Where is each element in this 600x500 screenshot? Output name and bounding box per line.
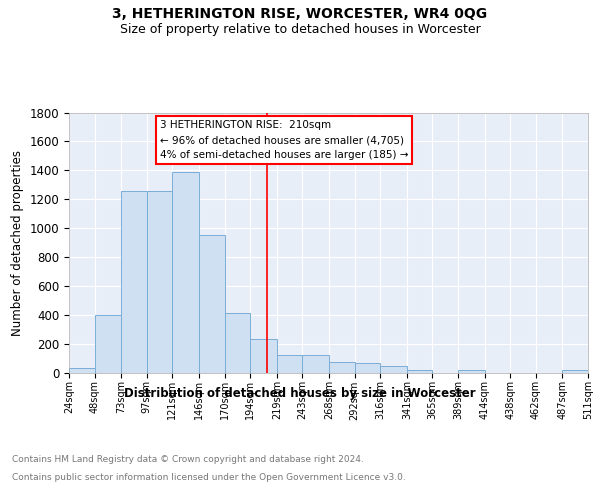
Text: Contains HM Land Registry data © Crown copyright and database right 2024.: Contains HM Land Registry data © Crown c…	[12, 455, 364, 464]
Bar	[458, 370, 485, 372]
Bar	[407, 370, 433, 372]
Bar	[69, 368, 95, 372]
Bar	[355, 363, 380, 372]
Text: Distribution of detached houses by size in Worcester: Distribution of detached houses by size …	[124, 388, 476, 400]
Y-axis label: Number of detached properties: Number of detached properties	[11, 150, 24, 336]
Bar	[250, 338, 277, 372]
Text: Contains public sector information licensed under the Open Government Licence v3: Contains public sector information licen…	[12, 472, 406, 482]
Bar	[172, 172, 199, 372]
Bar	[562, 370, 588, 372]
Bar	[95, 314, 121, 372]
Text: 3 HETHERINGTON RISE:  210sqm
← 96% of detached houses are smaller (4,705)
4% of : 3 HETHERINGTON RISE: 210sqm ← 96% of det…	[160, 120, 409, 160]
Bar	[380, 366, 407, 372]
Text: Size of property relative to detached houses in Worcester: Size of property relative to detached ho…	[119, 22, 481, 36]
Bar	[224, 312, 250, 372]
Text: 3, HETHERINGTON RISE, WORCESTER, WR4 0QG: 3, HETHERINGTON RISE, WORCESTER, WR4 0QG	[112, 8, 488, 22]
Bar	[329, 362, 355, 372]
Bar	[199, 236, 224, 372]
Bar	[302, 355, 329, 372]
Bar	[121, 190, 147, 372]
Bar	[147, 190, 172, 372]
Bar	[277, 355, 302, 372]
